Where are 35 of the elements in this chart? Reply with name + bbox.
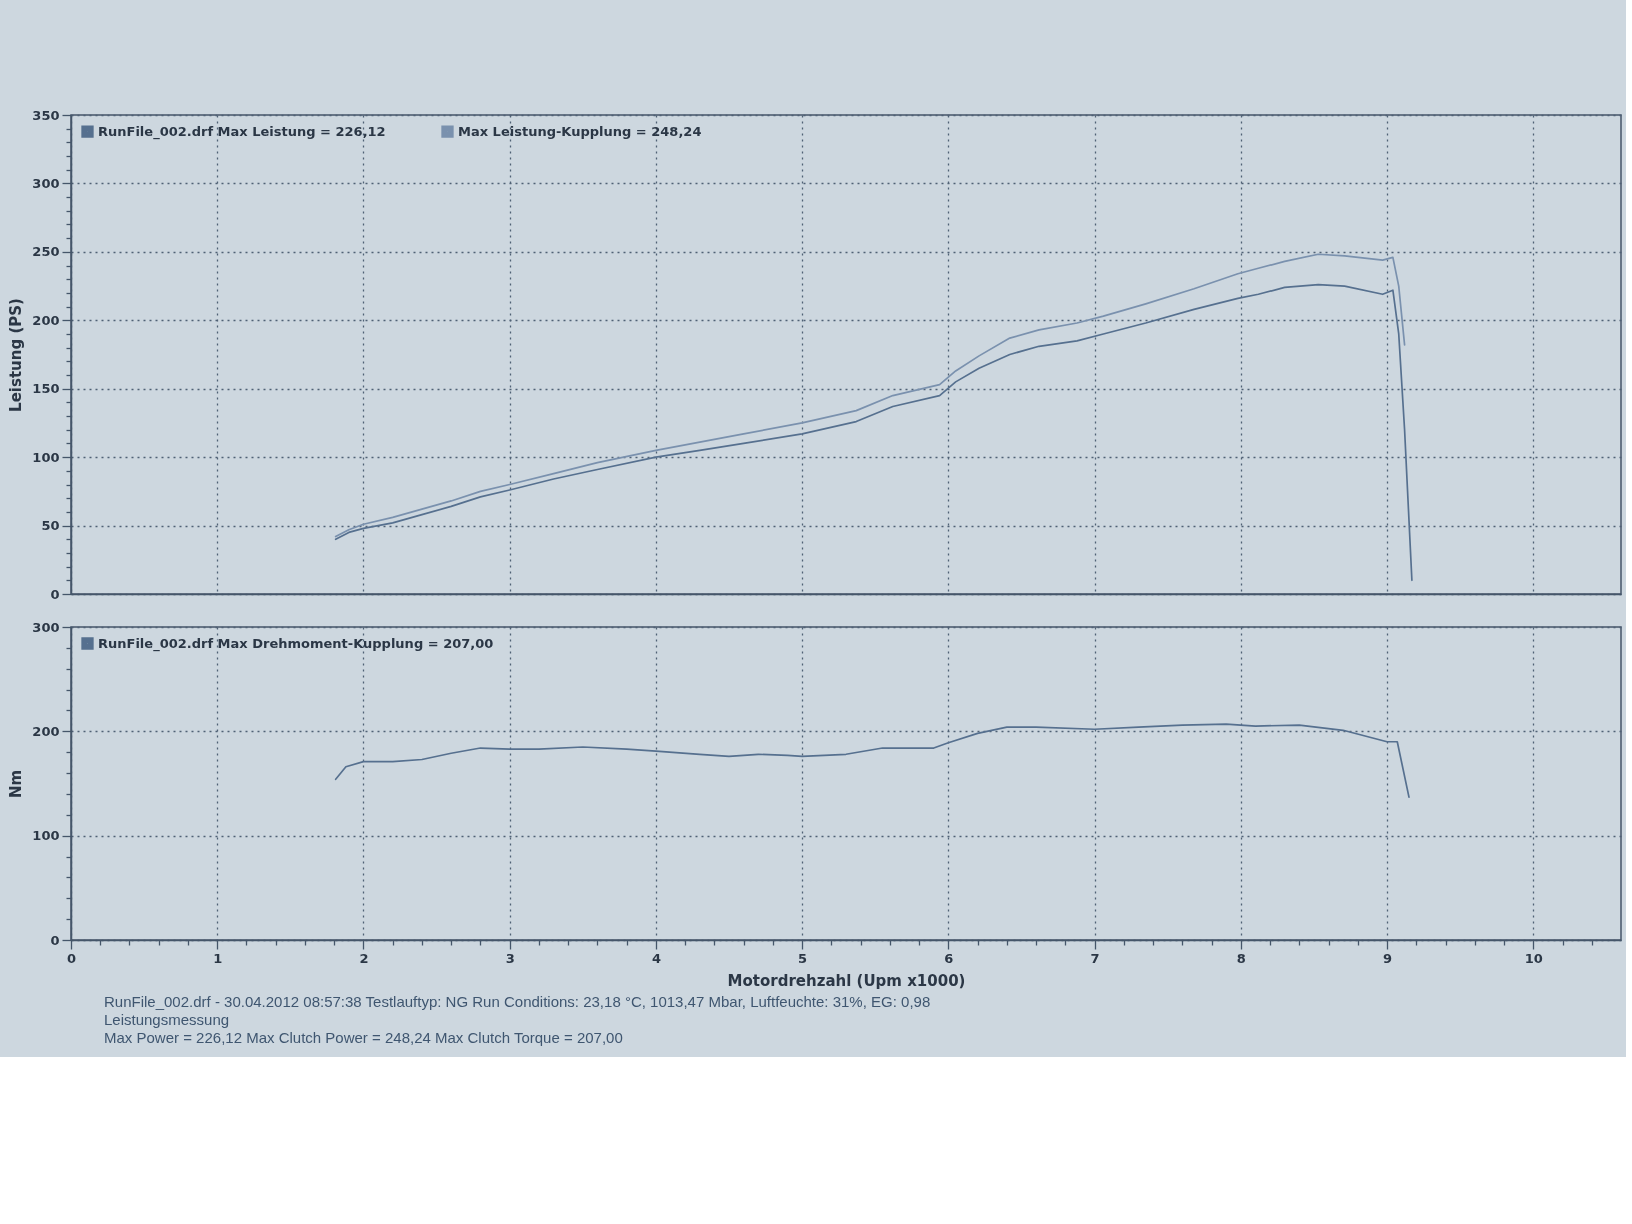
x-tick-label: 10 bbox=[1524, 950, 1543, 966]
x-axis-title: Motordrehzahl (Upm x1000) bbox=[727, 971, 966, 990]
y-tick-label: 350 bbox=[32, 107, 60, 123]
y-tick-label: 200 bbox=[32, 723, 60, 739]
x-tick-label: 0 bbox=[66, 950, 77, 966]
line-series bbox=[334, 723, 1410, 798]
legend-label: RunFile_002.drf Max Drehmoment-Kupplung = 207,00 bbox=[98, 635, 494, 652]
text: RunFile_002.drf - 30.04.2012 08:57:38 Testlauftyp: NG Run Conditions: 23,18 °C, 1013,47 Mbar, Luftfeuchte: 31%, EG: 0,98 bbox=[104, 993, 931, 1010]
y-tick-label: 200 bbox=[32, 312, 60, 328]
y-axis-title: Leistung (PS) bbox=[7, 298, 26, 412]
x-tick-label: 6 bbox=[944, 950, 954, 966]
legend-label: Max Leistung-Kupplung = 248,24 bbox=[458, 123, 702, 139]
y-tick-label: 100 bbox=[32, 828, 60, 844]
x-tick-label: 2 bbox=[359, 950, 369, 966]
y-tick-label: 0 bbox=[50, 932, 60, 948]
line-series bbox=[334, 283, 1413, 582]
text: Max Power = 226,12 Max Clutch Power = 248,24 Max Clutch Torque = 207,00 bbox=[104, 1029, 623, 1046]
y-tick-label: 100 bbox=[32, 449, 60, 465]
y-tick-label: 0 bbox=[50, 586, 60, 602]
y-tick-label: 150 bbox=[32, 381, 60, 397]
x-tick-label: 7 bbox=[1090, 950, 1100, 966]
x-tick-label: 1 bbox=[213, 950, 223, 966]
x-tick-label: 5 bbox=[798, 950, 808, 966]
line-series bbox=[334, 253, 1406, 538]
text: Leistungsmessung bbox=[104, 1011, 230, 1028]
y-tick-label: 50 bbox=[41, 518, 60, 534]
y-tick-label: 300 bbox=[32, 175, 60, 191]
y-tick-label: 250 bbox=[32, 244, 60, 260]
x-tick-label: 3 bbox=[505, 950, 515, 966]
legend-label: RunFile_002.drf Max Leistung = 226,12 bbox=[98, 123, 386, 140]
y-axis-title: Nm bbox=[7, 769, 26, 799]
x-tick-label: 8 bbox=[1236, 950, 1246, 966]
x-tick-label: 4 bbox=[651, 950, 661, 966]
x-tick-label: 9 bbox=[1383, 950, 1393, 966]
y-tick-label: 300 bbox=[32, 619, 60, 635]
